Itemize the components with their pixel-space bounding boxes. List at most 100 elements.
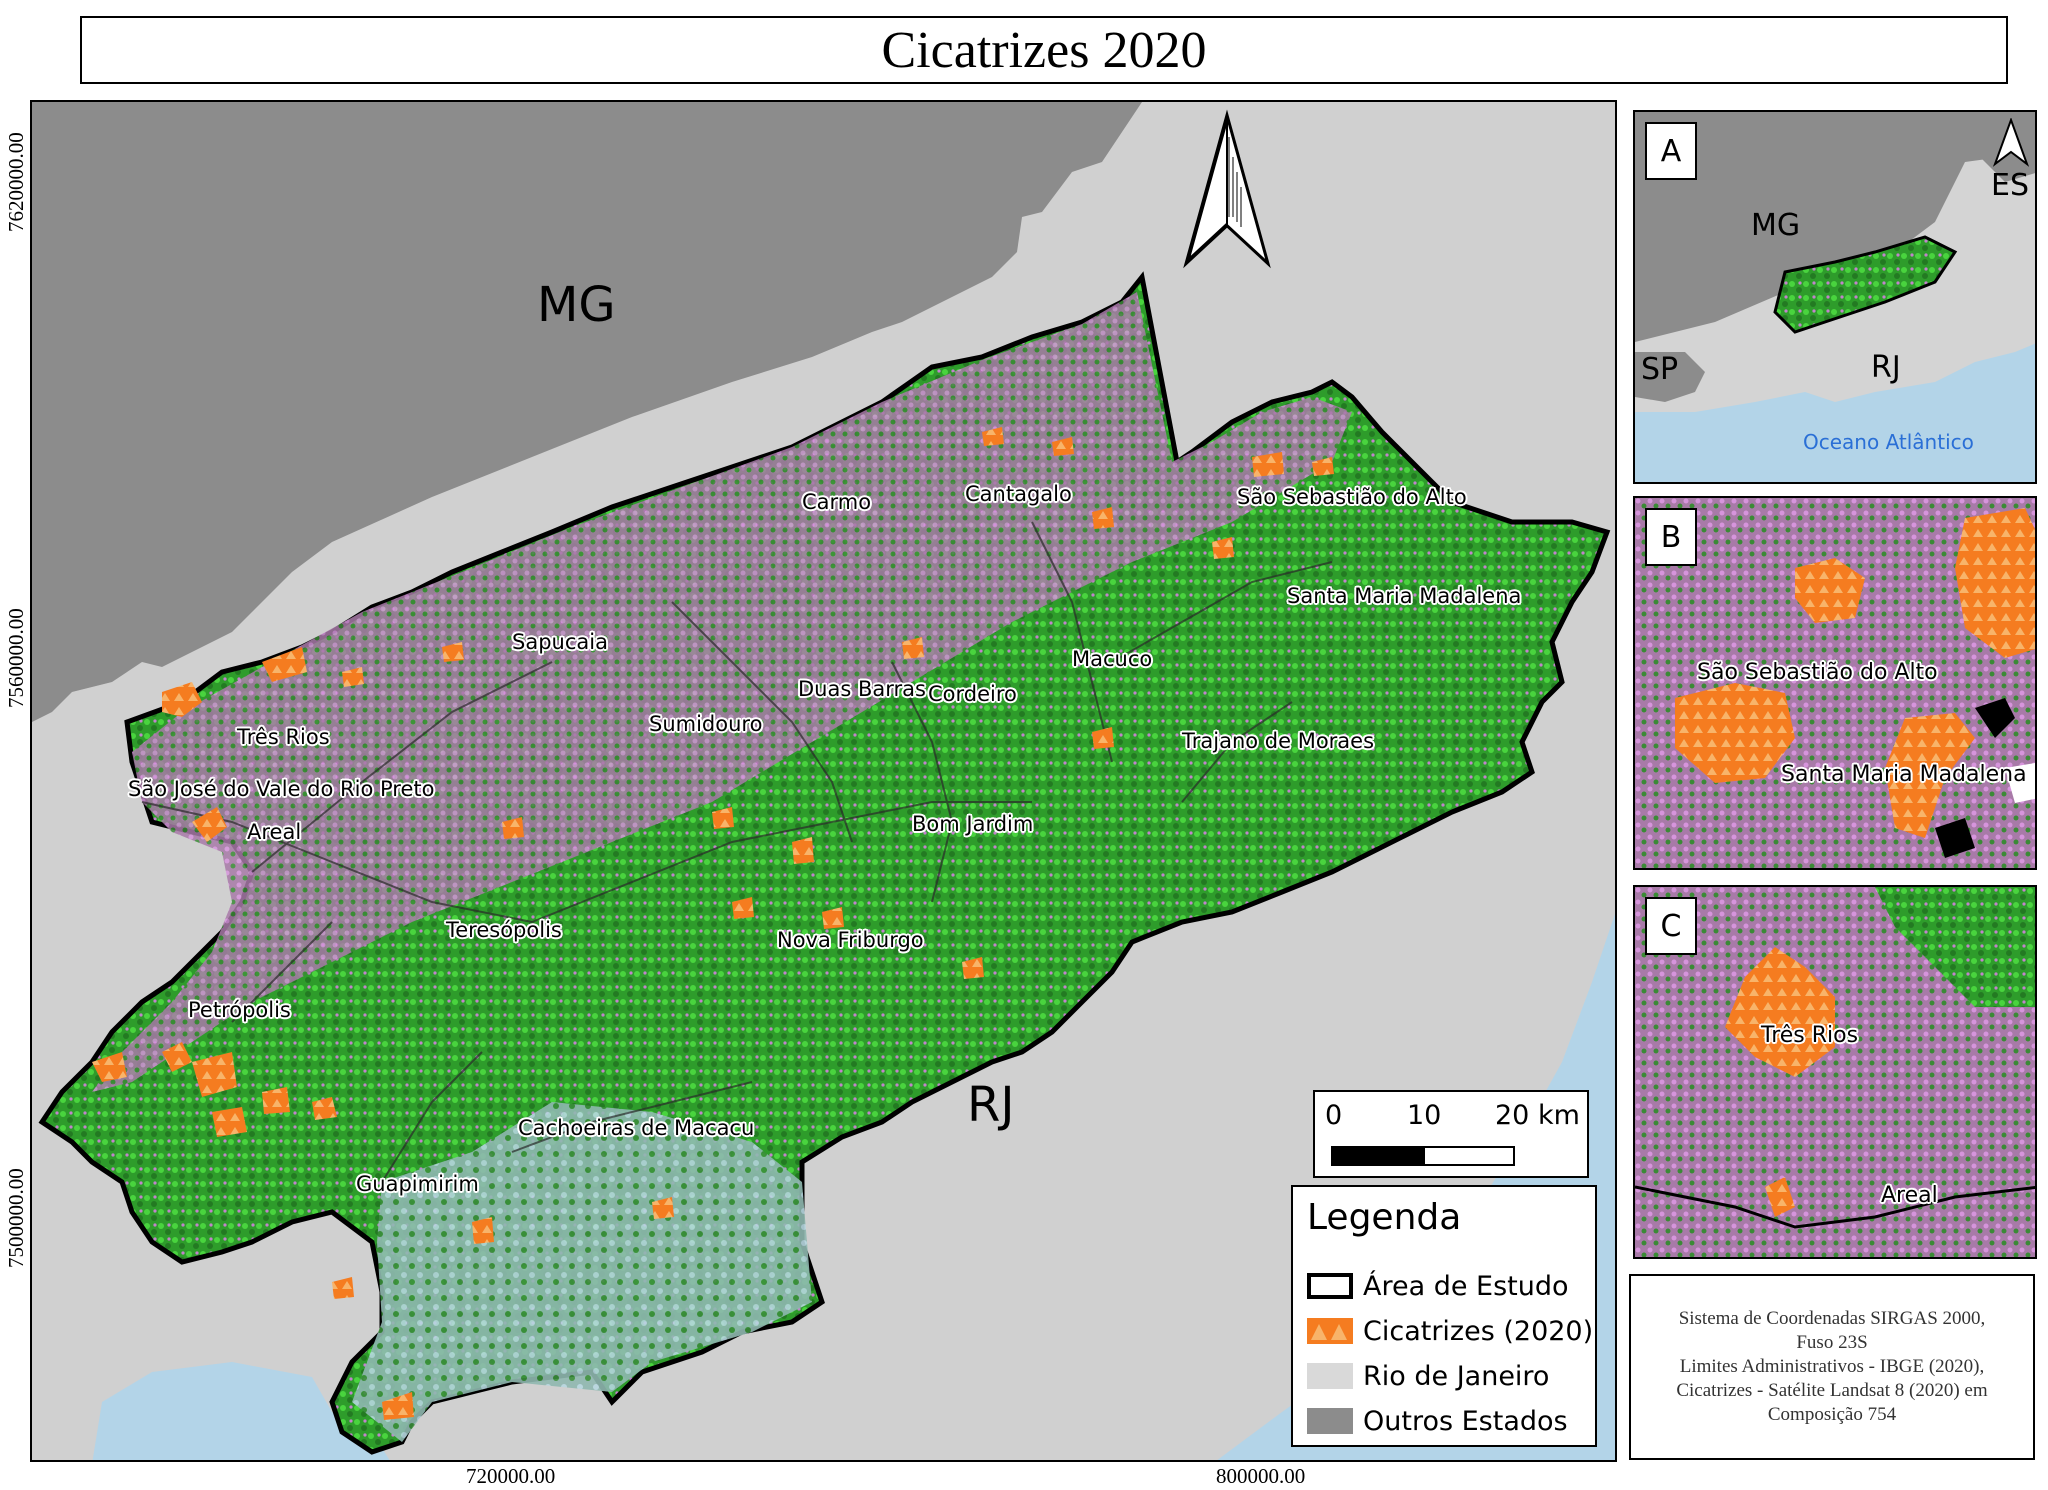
scar-patch	[332, 1277, 354, 1299]
municipality-label: Santa Maria Madalena	[1287, 584, 1522, 608]
municipality-label: Sapucaia	[512, 630, 608, 654]
municipality-label: São José do Vale do Rio Preto	[128, 777, 435, 801]
municipality-label: Cantagalo	[965, 482, 1072, 506]
legend-swatch	[1307, 1363, 1353, 1389]
scar-patch	[792, 837, 814, 864]
scar-patch	[212, 1107, 247, 1137]
scar-patch	[342, 667, 364, 687]
x-coordinate-label: 800000.00	[1216, 1464, 1306, 1488]
municipality-label: Areal	[247, 820, 302, 844]
legend-swatch	[1307, 1318, 1353, 1344]
scar-patch	[962, 957, 984, 979]
municipality-label: Cordeiro	[928, 682, 1017, 706]
inset-c-label: Três Rios	[1761, 1023, 1859, 1048]
main-map[interactable]: MG RJ Carmo Cantagalo São Sebastião do A…	[30, 100, 1617, 1462]
municipality-label: Carmo	[802, 490, 872, 514]
scar-patch	[382, 1392, 414, 1420]
pale-zone	[352, 1102, 812, 1442]
scale-label: 10	[1407, 1100, 1442, 1131]
crs-line: Sistema de Coordenadas SIRGAS 2000,	[1678, 1308, 1986, 1329]
scar-patch	[652, 1197, 674, 1219]
scar-patch	[1092, 507, 1114, 529]
scar-patch	[1092, 727, 1114, 749]
inset-c-detail-map[interactable]: C Três Rios Areal	[1633, 885, 2037, 1259]
inset-c-canvas	[1635, 887, 2035, 1257]
scale-label: 0	[1325, 1100, 1343, 1131]
scar-patch	[1252, 452, 1284, 477]
legend-title: Legenda	[1307, 1197, 1462, 1238]
legend-item-rio-de-janeiro: Rio de Janeiro	[1307, 1360, 1549, 1392]
scar-patch	[92, 1052, 127, 1082]
inset-b-label: Santa Maria Madalena	[1781, 762, 2027, 787]
scar-patch	[192, 807, 227, 842]
municipality-label: Três Rios	[237, 725, 330, 749]
scar-patch	[902, 637, 924, 659]
municipal-borders	[141, 521, 1333, 1183]
crs-note: Sistema de Coordenadas SIRGAS 2000, Fuso…	[1629, 1274, 2035, 1460]
y-coordinate-label: 7500000.00	[4, 1168, 28, 1268]
scar-patch	[162, 682, 202, 717]
inset-letter: A	[1645, 122, 1697, 180]
minas-gerais-area	[32, 102, 1142, 722]
y-coordinate-label: 7560000.00	[4, 608, 28, 708]
crs-line: Fuso 23S	[1796, 1332, 1868, 1353]
municipality-label: Teresópolis	[446, 918, 562, 942]
inset-letter: B	[1645, 508, 1697, 566]
scar-patch	[312, 1097, 337, 1120]
crs-line: Cicatrizes - Satélite Landsat 8 (2020) e…	[1676, 1380, 1988, 1401]
scar-patch	[1312, 457, 1334, 476]
scar-patch	[1212, 537, 1234, 559]
scar-patch	[822, 907, 844, 929]
inset-label-rj: RJ	[1871, 350, 1901, 385]
legend-label: Área de Estudo	[1363, 1270, 1569, 1302]
legend-item-outros-estados: Outros Estados	[1307, 1405, 1568, 1437]
inset-a-locator-map[interactable]: A MG ES SP RJ Oceano Atlântico	[1633, 110, 2037, 484]
legend-swatch	[1307, 1408, 1353, 1434]
x-coordinate-label: 720000.00	[466, 1464, 556, 1488]
state-label-rj: RJ	[967, 1077, 1015, 1133]
guanabara-bay	[92, 1362, 390, 1460]
inset-label-sp: SP	[1641, 352, 1679, 387]
scar-patches	[92, 427, 1334, 1420]
scar-patch	[1052, 437, 1074, 456]
state-label-mg: MG	[537, 277, 616, 333]
scar-patch	[712, 807, 734, 829]
inset-label-mg: MG	[1751, 208, 1801, 243]
scar-patch	[192, 1052, 237, 1097]
legend-swatch	[1307, 1273, 1353, 1299]
municipality-label: São Sebastião do Alto	[1237, 485, 1467, 509]
municipality-label: Trajano de Moraes	[1182, 729, 1375, 753]
inset-north-arrow-icon	[1992, 118, 2030, 167]
crs-line: Composição 754	[1767, 1404, 1897, 1425]
municipality-label: Guapimirim	[356, 1172, 479, 1196]
scale-bar: 0 10 20 km	[1313, 1090, 1589, 1178]
inset-b-detail-map[interactable]: B São Sebastião do Alto Santa Maria Mada…	[1633, 496, 2037, 870]
map-title-text: Cicatrizes 2020	[881, 21, 1207, 79]
inset-c-label: Areal	[1881, 1183, 1938, 1208]
scar-patch	[442, 642, 464, 662]
scar-swatch-pattern	[1311, 1324, 1347, 1340]
inset-label-es: ES	[1991, 168, 2029, 203]
crs-line: Limites Administrativos - IBGE (2020),	[1679, 1356, 1985, 1377]
scar-patch	[162, 1042, 192, 1072]
municipality-label: Macuco	[1072, 647, 1153, 671]
municipality-label: Duas Barras	[798, 677, 926, 701]
map-title: Cicatrizes 2020	[80, 16, 2008, 84]
legend-label: Rio de Janeiro	[1363, 1360, 1550, 1392]
inset-letter: C	[1645, 897, 1697, 955]
legend-item-scars: Cicatrizes (2020)	[1307, 1315, 1593, 1347]
inset-b-canvas	[1635, 498, 2035, 868]
municipality-label: Sumidouro	[649, 712, 763, 736]
north-arrow-icon	[1183, 109, 1271, 269]
legend: Legenda Área de Estudo Cicatrizes (2020)…	[1291, 1185, 1597, 1447]
municipality-label: Petrópolis	[188, 998, 291, 1022]
scale-segment-empty	[1423, 1146, 1515, 1166]
scar-patch	[262, 647, 307, 682]
scar-patch	[262, 1087, 290, 1114]
study-area	[38, 271, 1611, 1455]
y-coordinate-label: 7620000.00	[4, 132, 28, 232]
municipality-label: Bom Jardim	[912, 812, 1034, 836]
legend-label: Cicatrizes (2020)	[1363, 1315, 1594, 1347]
scale-segment-filled	[1331, 1146, 1423, 1166]
inset-label-ocean: Oceano Atlântico	[1803, 430, 1974, 454]
